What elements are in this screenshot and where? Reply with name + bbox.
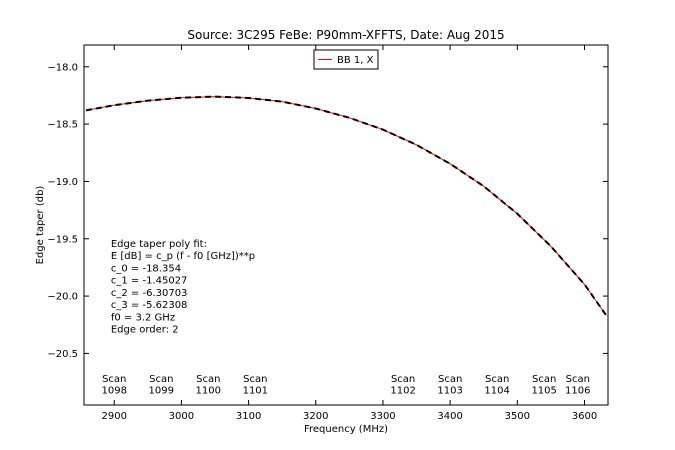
scan-label-title: Scan: [243, 374, 267, 385]
x-tick-label: 3400: [437, 411, 462, 422]
fit-annotation-line: c_2 = -6.30703: [111, 288, 188, 299]
scan-label-title: Scan: [485, 374, 509, 385]
scan-label-number: 1100: [196, 386, 221, 397]
scan-label-title: Scan: [438, 374, 462, 385]
y-axis-label: Edge taper (db): [35, 186, 46, 265]
x-axis-label: Frequency (MHz): [304, 424, 388, 435]
x-ticks: 2900 3000 3100 3200 3300 3400 3500 3600: [102, 45, 597, 422]
scan-label-number: 1098: [102, 386, 127, 397]
legend-box: [313, 49, 379, 70]
scan-label-layer: Scan1098Scan1099Scan1100Scan1101Scan1102…: [102, 374, 591, 396]
y-tick-label: −19.5: [47, 234, 78, 245]
scan-label-number: 1101: [243, 386, 268, 397]
series-layer: [85, 95, 607, 316]
scan-label-number: 1103: [437, 386, 462, 397]
y-tick-label: −20.5: [47, 349, 78, 360]
x-tick-label: 3200: [303, 411, 328, 422]
fit-annotation-line: E [dB] = c_p (f - f0 [GHz])**p: [111, 251, 255, 262]
annotation-layer: Edge taper poly fit:E [dB] = c_p (f - f0…: [111, 239, 255, 336]
scan-label-number: 1099: [149, 386, 174, 397]
x-tick-label: 3500: [505, 411, 530, 422]
fit-annotation-line: c_0 = -18.354: [111, 263, 181, 274]
y-tick-label: −20.0: [47, 292, 78, 303]
plot-area: [84, 45, 608, 405]
fit-annotation-line: c_1 = -1.45027: [111, 276, 188, 287]
scan-label-title: Scan: [102, 374, 126, 385]
x-tick-label: 3000: [169, 411, 194, 422]
scan-label-number: 1104: [484, 386, 509, 397]
scan-label-title: Scan: [566, 374, 590, 385]
fit-annotation-line: f0 = 3.2 GHz: [111, 312, 175, 323]
legend-label-bb1x: BB 1, X: [337, 55, 374, 66]
plot-frame: [83, 44, 609, 406]
x-tick-label: 2900: [102, 411, 127, 422]
chart-title: Source: 3C295 FeBe: P90mm-XFFTS, Date: A…: [187, 28, 504, 42]
scan-label-number: 1106: [565, 386, 590, 397]
legend: BB 1, X: [313, 49, 379, 70]
scan-label-number: 1102: [390, 386, 415, 397]
scan-label-title: Scan: [532, 374, 556, 385]
x-tick-label: 3600: [572, 411, 597, 422]
fit-annotation-line: Edge order: 2: [111, 325, 179, 336]
scan-label-number: 1105: [531, 386, 556, 397]
y-tick-label: −18.5: [47, 120, 78, 131]
series-line-fit-dashed: [85, 95, 607, 316]
y-tick-label: −18.0: [47, 62, 78, 73]
scan-label-title: Scan: [391, 374, 415, 385]
y-ticks: −18.0 −18.5 −19.0 −19.5 −20.0 −20.5: [47, 62, 608, 360]
x-tick-label: 3100: [236, 411, 261, 422]
x-tick-label: 3300: [370, 411, 395, 422]
scan-label-title: Scan: [149, 374, 173, 385]
scan-label-title: Scan: [196, 374, 220, 385]
y-tick-label: −19.0: [47, 177, 78, 188]
fit-annotation-line: c_3 = -5.62308: [111, 300, 188, 311]
fit-annotation-line: Edge taper poly fit:: [111, 239, 207, 250]
